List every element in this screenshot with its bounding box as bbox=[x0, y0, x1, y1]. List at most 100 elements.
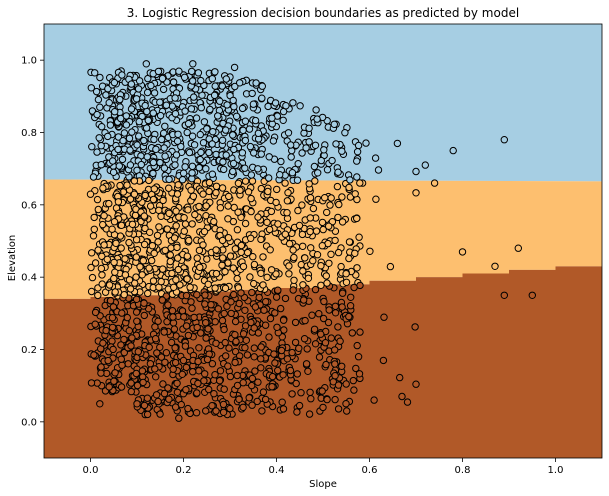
data-point bbox=[212, 246, 220, 254]
data-point bbox=[170, 325, 179, 333]
data-point bbox=[374, 166, 383, 174]
data-point bbox=[322, 360, 330, 369]
data-point bbox=[226, 404, 234, 413]
data-point bbox=[150, 249, 158, 258]
data-point bbox=[334, 381, 343, 389]
data-point bbox=[268, 114, 276, 122]
data-point bbox=[246, 142, 255, 151]
data-point bbox=[149, 195, 158, 204]
data-point bbox=[161, 246, 169, 255]
data-point bbox=[162, 349, 171, 357]
data-point bbox=[212, 339, 220, 347]
data-point bbox=[143, 410, 152, 419]
data-point bbox=[338, 303, 346, 311]
data-point bbox=[318, 387, 326, 395]
data-point bbox=[241, 117, 250, 125]
data-point bbox=[380, 313, 388, 321]
data-point bbox=[161, 358, 169, 366]
data-point bbox=[326, 201, 334, 209]
data-point bbox=[160, 129, 168, 137]
data-point bbox=[126, 285, 135, 293]
data-point bbox=[139, 378, 147, 387]
data-point bbox=[91, 308, 100, 317]
data-point bbox=[116, 95, 124, 104]
data-point bbox=[150, 89, 159, 97]
data-point bbox=[109, 303, 118, 311]
data-point bbox=[183, 252, 192, 260]
data-point bbox=[181, 220, 190, 228]
data-point bbox=[132, 253, 141, 261]
data-point bbox=[528, 291, 536, 299]
data-point bbox=[258, 82, 266, 90]
data-point bbox=[159, 265, 167, 273]
data-point bbox=[281, 230, 289, 238]
data-point bbox=[173, 190, 182, 198]
data-point bbox=[458, 248, 467, 256]
data-point bbox=[231, 317, 240, 326]
data-point bbox=[168, 269, 176, 278]
data-point bbox=[262, 298, 270, 306]
data-point bbox=[356, 179, 364, 187]
data-point bbox=[338, 362, 346, 370]
data-point bbox=[188, 67, 196, 76]
data-point bbox=[94, 95, 103, 104]
data-point bbox=[98, 271, 106, 279]
data-point bbox=[165, 175, 173, 184]
data-point bbox=[170, 283, 178, 291]
data-point bbox=[287, 141, 295, 149]
data-point bbox=[220, 325, 228, 334]
data-point bbox=[331, 360, 339, 368]
data-point bbox=[97, 264, 106, 273]
data-point bbox=[154, 238, 162, 246]
data-point bbox=[272, 270, 280, 278]
data-point bbox=[120, 335, 128, 344]
data-point bbox=[265, 225, 274, 234]
data-point bbox=[117, 244, 125, 252]
data-point bbox=[288, 169, 297, 177]
data-point bbox=[289, 246, 297, 254]
data-point bbox=[231, 82, 239, 91]
data-point bbox=[260, 306, 268, 314]
data-point bbox=[237, 241, 246, 250]
data-point bbox=[257, 269, 265, 277]
data-point bbox=[283, 355, 292, 363]
data-point bbox=[132, 295, 141, 303]
data-point bbox=[117, 114, 125, 123]
data-point bbox=[226, 252, 235, 260]
data-point bbox=[168, 307, 177, 315]
data-point bbox=[214, 112, 222, 120]
data-point bbox=[89, 173, 98, 181]
data-point bbox=[97, 363, 105, 371]
data-point bbox=[188, 162, 197, 171]
data-point bbox=[212, 182, 221, 191]
data-point bbox=[182, 322, 191, 330]
data-point bbox=[95, 134, 103, 142]
data-point bbox=[293, 370, 301, 378]
data-point bbox=[248, 288, 256, 297]
data-point bbox=[231, 331, 239, 339]
data-point bbox=[299, 281, 307, 289]
data-point bbox=[202, 202, 210, 210]
data-point bbox=[334, 168, 342, 176]
data-point bbox=[121, 255, 129, 263]
data-point bbox=[201, 300, 209, 308]
data-point bbox=[156, 98, 164, 106]
data-point bbox=[320, 146, 328, 154]
data-point bbox=[100, 212, 108, 220]
data-point bbox=[223, 101, 231, 109]
data-point bbox=[126, 161, 135, 169]
data-point bbox=[140, 401, 149, 410]
data-point bbox=[128, 220, 137, 229]
data-point bbox=[135, 132, 143, 140]
data-point bbox=[87, 84, 96, 92]
data-point bbox=[211, 318, 219, 326]
data-point bbox=[156, 111, 165, 120]
data-point bbox=[325, 259, 333, 267]
data-point bbox=[220, 309, 228, 318]
data-point bbox=[188, 220, 196, 228]
data-point bbox=[273, 323, 281, 331]
data-point bbox=[156, 158, 164, 167]
data-point bbox=[208, 402, 216, 410]
data-point bbox=[285, 240, 294, 248]
data-point bbox=[352, 364, 360, 373]
